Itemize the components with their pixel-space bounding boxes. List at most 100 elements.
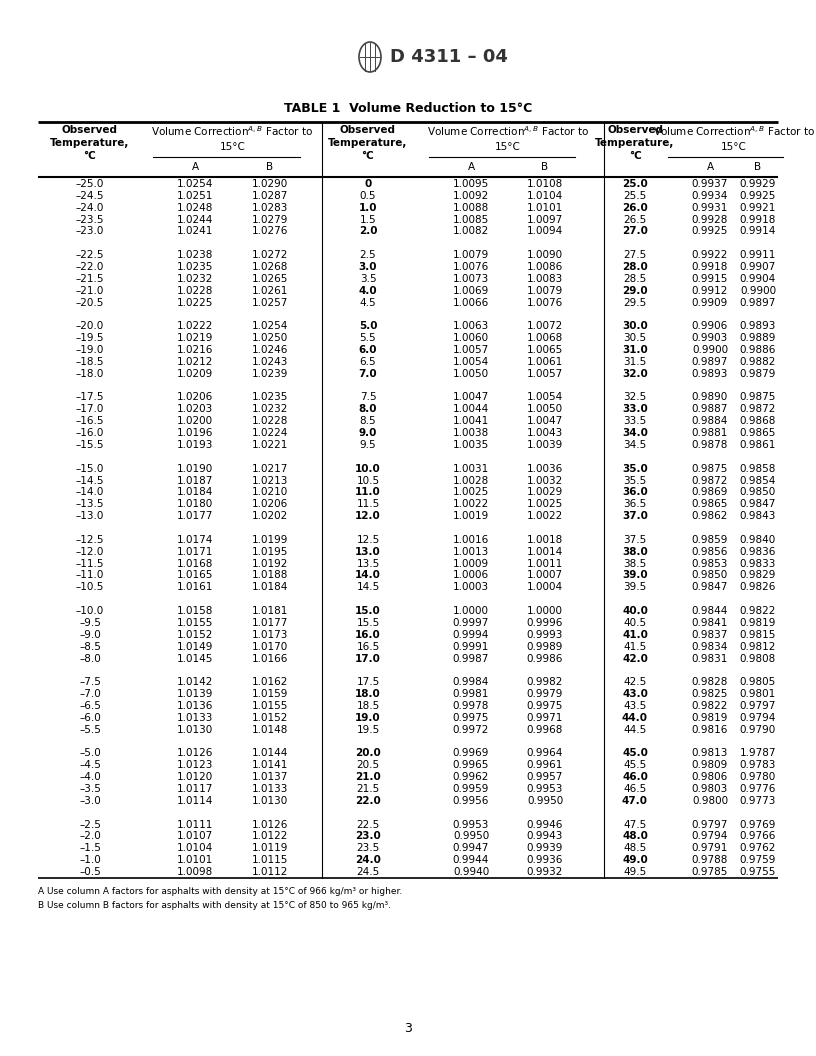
- Text: 1.0158: 1.0158: [177, 606, 213, 616]
- Text: 1.0136: 1.0136: [177, 701, 213, 711]
- Text: 1.0044: 1.0044: [453, 404, 489, 414]
- Text: 0.9965: 0.9965: [453, 760, 489, 770]
- Text: –1.0: –1.0: [79, 855, 101, 865]
- Text: 1.0184: 1.0184: [177, 488, 213, 497]
- Text: 0.9940: 0.9940: [453, 867, 489, 878]
- Text: 1.0219: 1.0219: [177, 334, 213, 343]
- Text: 5.5: 5.5: [360, 334, 376, 343]
- Text: 1.0068: 1.0068: [527, 334, 563, 343]
- Text: 0.9907: 0.9907: [740, 262, 776, 272]
- Text: 1.0251: 1.0251: [177, 191, 213, 201]
- Text: 0.9801: 0.9801: [740, 690, 776, 699]
- Text: 1.0139: 1.0139: [177, 690, 213, 699]
- Text: 1.0066: 1.0066: [453, 298, 489, 307]
- Text: 1.0061: 1.0061: [527, 357, 563, 366]
- Text: 0.9831: 0.9831: [692, 654, 728, 663]
- Text: 1.0148: 1.0148: [252, 724, 288, 735]
- Text: 0.9886: 0.9886: [740, 345, 776, 355]
- Text: 1.0268: 1.0268: [252, 262, 288, 272]
- Text: 0.9953: 0.9953: [527, 784, 563, 794]
- Text: 1.0239: 1.0239: [252, 369, 288, 379]
- Text: B: B: [542, 162, 548, 172]
- Text: 24.0: 24.0: [355, 855, 381, 865]
- Text: 1.0111: 1.0111: [177, 819, 213, 830]
- Text: 0.9868: 0.9868: [740, 416, 776, 427]
- Text: 25.5: 25.5: [623, 191, 646, 201]
- Text: 0.9947: 0.9947: [453, 844, 489, 853]
- Text: 1.0092: 1.0092: [453, 191, 489, 201]
- Text: 0.9957: 0.9957: [527, 772, 563, 782]
- Text: 1.0029: 1.0029: [527, 488, 563, 497]
- Text: 1.0165: 1.0165: [177, 570, 213, 581]
- Text: 1.0232: 1.0232: [177, 274, 213, 284]
- Text: 0.9989: 0.9989: [527, 642, 563, 652]
- Text: 1.0177: 1.0177: [177, 511, 213, 521]
- Text: 3.0: 3.0: [359, 262, 377, 272]
- Text: 0.9897: 0.9897: [692, 357, 728, 366]
- Text: –12.0: –12.0: [76, 547, 104, 557]
- Text: 24.5: 24.5: [357, 867, 379, 878]
- Text: 1.0022: 1.0022: [453, 499, 489, 509]
- Text: 1.0101: 1.0101: [527, 203, 563, 212]
- Text: –21.0: –21.0: [76, 286, 104, 296]
- Text: 1.0003: 1.0003: [453, 582, 489, 592]
- Text: Observed
Temperature,
°C: Observed Temperature, °C: [328, 125, 408, 162]
- Text: 1.0063: 1.0063: [453, 321, 489, 332]
- Text: –4.0: –4.0: [79, 772, 101, 782]
- Text: 35.5: 35.5: [623, 475, 646, 486]
- Text: 18.0: 18.0: [355, 690, 381, 699]
- Text: –16.0: –16.0: [76, 428, 104, 438]
- Text: 38.0: 38.0: [622, 547, 648, 557]
- Text: 0.9790: 0.9790: [740, 724, 776, 735]
- Text: 0.9950: 0.9950: [453, 831, 489, 842]
- Text: 1.0244: 1.0244: [177, 214, 213, 225]
- Text: 1.0032: 1.0032: [527, 475, 563, 486]
- Text: 1.0101: 1.0101: [177, 855, 213, 865]
- Text: 0.9815: 0.9815: [740, 629, 776, 640]
- Text: –19.5: –19.5: [76, 334, 104, 343]
- Text: 0.9904: 0.9904: [740, 274, 776, 284]
- Text: 0.9939: 0.9939: [527, 844, 563, 853]
- Text: 1.0043: 1.0043: [527, 428, 563, 438]
- Text: –17.0: –17.0: [76, 404, 104, 414]
- Text: –15.5: –15.5: [76, 440, 104, 450]
- Text: 0.9813: 0.9813: [692, 749, 728, 758]
- Text: 1.0279: 1.0279: [252, 214, 288, 225]
- Text: 1.0246: 1.0246: [252, 345, 288, 355]
- Text: 32.5: 32.5: [623, 393, 646, 402]
- Text: 1.0013: 1.0013: [453, 547, 489, 557]
- Text: 0.9803: 0.9803: [692, 784, 728, 794]
- Text: 1.0122: 1.0122: [252, 831, 288, 842]
- Text: 0.9982: 0.9982: [527, 677, 563, 687]
- Text: 1.0123: 1.0123: [177, 760, 213, 770]
- Text: D 4311 – 04: D 4311 – 04: [390, 48, 508, 65]
- Text: 1.0019: 1.0019: [453, 511, 489, 521]
- Text: –22.5: –22.5: [76, 250, 104, 260]
- Text: 39.5: 39.5: [623, 582, 646, 592]
- Text: 0.9865: 0.9865: [692, 499, 728, 509]
- Text: –0.5: –0.5: [79, 867, 101, 878]
- Text: 36.5: 36.5: [623, 499, 646, 509]
- Text: Volume Correction$^{A,B}$ Factor to
15°C: Volume Correction$^{A,B}$ Factor to 15°C: [653, 125, 815, 151]
- Text: 0.9893: 0.9893: [692, 369, 728, 379]
- Text: 43.0: 43.0: [622, 690, 648, 699]
- Text: 1.0047: 1.0047: [527, 416, 563, 427]
- Text: 1.0016: 1.0016: [453, 535, 489, 545]
- Text: 0.9903: 0.9903: [692, 334, 728, 343]
- Text: 1.0009: 1.0009: [453, 559, 489, 568]
- Text: 1.0057: 1.0057: [527, 369, 563, 379]
- Text: 0.9900: 0.9900: [740, 286, 776, 296]
- Text: 0.9887: 0.9887: [692, 404, 728, 414]
- Text: 1.0031: 1.0031: [453, 464, 489, 474]
- Text: 0.9828: 0.9828: [692, 677, 728, 687]
- Text: 0.9822: 0.9822: [692, 701, 728, 711]
- Text: 1.0283: 1.0283: [252, 203, 288, 212]
- Text: 0.9812: 0.9812: [740, 642, 776, 652]
- Text: 0.9800: 0.9800: [692, 796, 728, 806]
- Text: 1.0022: 1.0022: [527, 511, 563, 521]
- Text: 1.0133: 1.0133: [252, 784, 288, 794]
- Text: 48.0: 48.0: [622, 831, 648, 842]
- Text: 0.9856: 0.9856: [692, 547, 728, 557]
- Text: 1.0076: 1.0076: [453, 262, 489, 272]
- Text: 1.0057: 1.0057: [453, 345, 489, 355]
